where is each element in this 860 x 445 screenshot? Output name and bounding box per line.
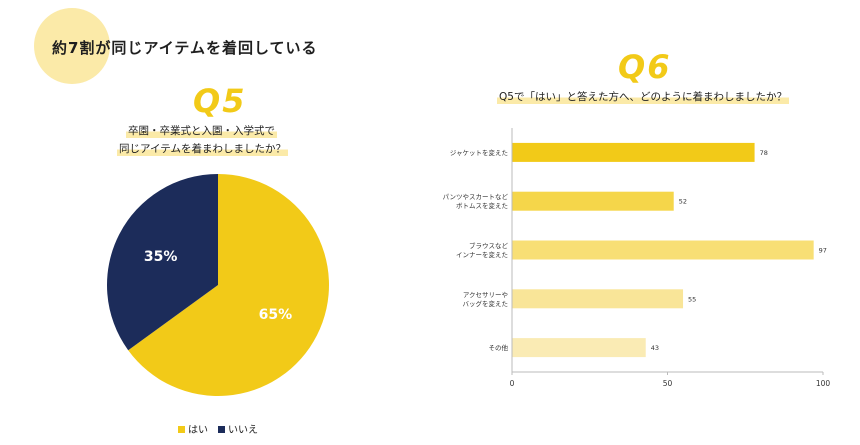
pie-label-1: 35%: [144, 249, 178, 265]
category-label-2-1: インナーを変えた: [456, 250, 508, 259]
legend-label-no: いいえ: [228, 425, 258, 436]
category-label-4-0: その他: [489, 343, 509, 352]
x-tick-label-0: 0: [510, 379, 515, 388]
q5-question-line1: 卒園・卒業式と入園・入学式で: [126, 124, 277, 138]
decorative-circle: [34, 8, 110, 84]
pie-slice-1: [106, 174, 218, 351]
page-headline: 約7割が同じアイテムを着回している: [52, 39, 318, 57]
bar-value-label-0: 78: [760, 149, 768, 157]
category-label-1-0: パンツやスカートなど: [443, 193, 509, 201]
pie-slice-0: [128, 174, 329, 396]
q5-legend: はい いいえ: [178, 421, 258, 436]
legend-swatch-no: [218, 426, 225, 433]
bar-value-label-2: 97: [819, 247, 827, 255]
q6-title: Q6: [618, 48, 672, 86]
bar-1: [512, 191, 674, 211]
category-label-3-1: バッグを変えた: [463, 299, 509, 308]
legend-swatch-yes: [178, 426, 185, 433]
q6-question: Q5で「はい」と答えた方へ、どのように着まわしましたか？: [497, 90, 789, 104]
bar-4: [512, 338, 646, 358]
bar-0: [512, 142, 755, 162]
bar-value-label-1: 52: [679, 198, 687, 206]
q5-question-line2: 同じアイテムを着まわしましたか？: [117, 142, 288, 156]
x-tick-label-2: 100: [816, 379, 831, 388]
category-label-2-0: ブラウスなど: [469, 241, 509, 250]
legend-label-yes: はい: [188, 425, 208, 436]
x-tick-label-1: 50: [663, 379, 673, 388]
category-label-3-0: アクセサリーや: [463, 291, 508, 299]
bar-value-label-4: 43: [651, 344, 659, 352]
category-label-1-1: ボトムスを変えた: [456, 201, 508, 210]
bar-value-label-3: 55: [688, 295, 696, 303]
bar-3: [512, 289, 684, 309]
legend-item-no: いいえ: [218, 421, 258, 436]
pie-label-0: 65%: [259, 307, 293, 323]
bar-2: [512, 240, 814, 260]
legend-item-yes: はい: [178, 421, 208, 436]
q5-title: Q5: [193, 82, 247, 120]
category-label-0-0: ジャケットを変えた: [450, 148, 508, 157]
